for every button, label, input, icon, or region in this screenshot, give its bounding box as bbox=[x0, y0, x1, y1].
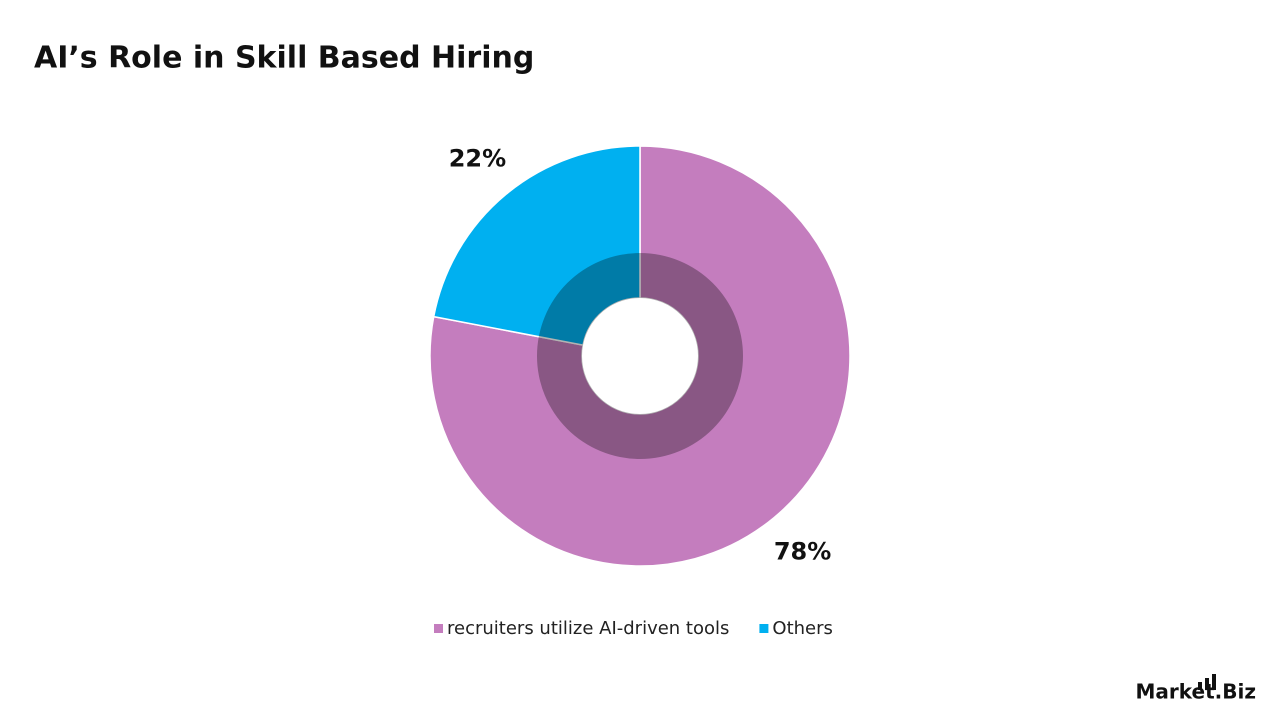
brand-icon bbox=[1198, 674, 1216, 690]
inner-ring-shade bbox=[536, 253, 744, 459]
data-label: 22% bbox=[449, 145, 506, 173]
legend-label: Others bbox=[772, 618, 833, 639]
chart-title: AI’s Role in Skill Based Hiring bbox=[34, 41, 534, 76]
watermark: Market.Biz bbox=[1136, 680, 1257, 704]
donut-slice bbox=[432, 145, 641, 347]
legend-label: recruiters utilize AI-driven tools bbox=[447, 618, 729, 639]
legend-swatch bbox=[434, 624, 443, 633]
donut-slice bbox=[429, 145, 851, 567]
legend-swatch bbox=[759, 624, 769, 633]
data-label: 78% bbox=[774, 537, 831, 565]
